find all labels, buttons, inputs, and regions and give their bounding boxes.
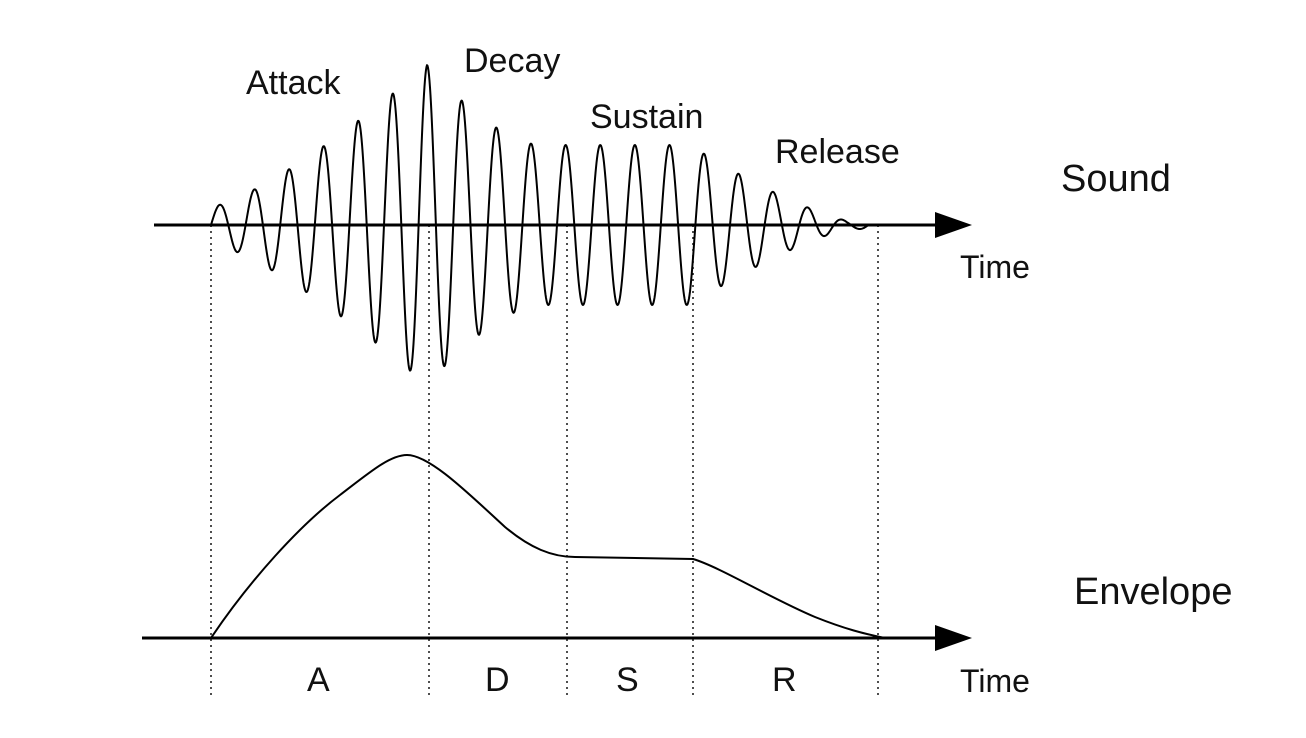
attack-label: Attack bbox=[246, 64, 341, 102]
envelope-time-label: Time bbox=[960, 663, 1030, 699]
sound-axis-arrowhead bbox=[935, 212, 972, 238]
sound-row-label: Sound bbox=[1061, 158, 1171, 200]
sound-row: Attack Decay Sustain Release Sound Time bbox=[154, 42, 1171, 372]
decay-label: Decay bbox=[464, 42, 560, 80]
release-label: Release bbox=[775, 133, 900, 171]
envelope-axis-arrowhead bbox=[935, 625, 972, 651]
sustain-label: Sustain bbox=[590, 98, 703, 136]
envelope-row-label: Envelope bbox=[1074, 571, 1232, 613]
envelope-curve bbox=[210, 454, 886, 639]
sound-time-label: Time bbox=[960, 249, 1030, 285]
segment-label-r: R bbox=[772, 661, 797, 699]
sound-waveform bbox=[210, 64, 869, 372]
segment-label-d: D bbox=[485, 661, 510, 699]
phase-dividers bbox=[210, 225, 879, 695]
segment-label-a: A bbox=[307, 661, 330, 699]
envelope-row: Envelope Time A D S R bbox=[142, 454, 1232, 699]
segment-label-s: S bbox=[616, 661, 639, 699]
